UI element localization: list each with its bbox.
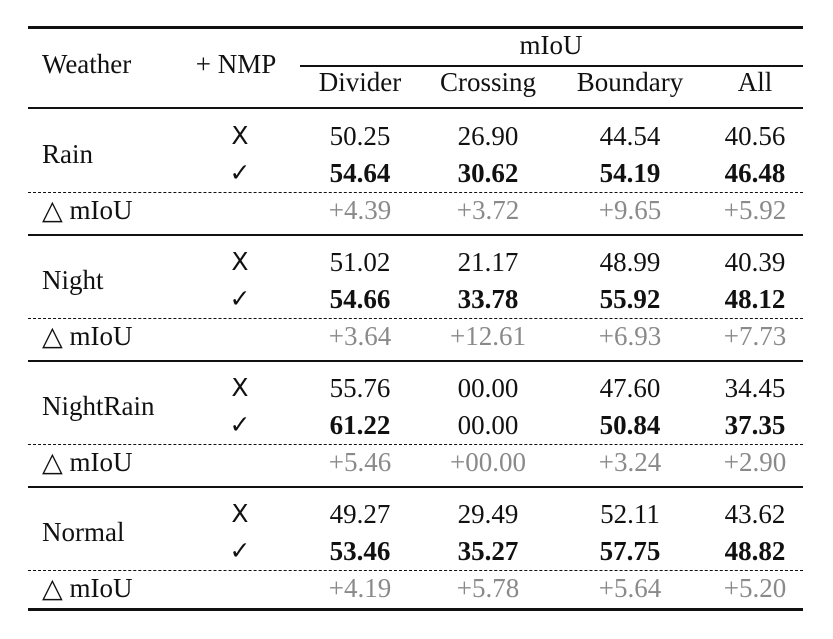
- condition-label: Night: [42, 265, 104, 295]
- delta-cell: +5.64: [598, 573, 662, 603]
- header-boundary: Boundary: [576, 67, 684, 97]
- delta-cell: +00.00: [450, 447, 526, 477]
- table-cell: 48.82: [724, 536, 786, 566]
- delta-cell: +3.72: [456, 195, 520, 225]
- table-cell: 49.27: [329, 499, 391, 529]
- table-cell: 00.00: [457, 373, 519, 403]
- miou-group-rule: [300, 65, 803, 67]
- top-rule: [28, 26, 803, 29]
- table-cell: 37.35: [724, 410, 786, 440]
- delta-cell: +4.19: [328, 573, 392, 603]
- table-cell: 48.12: [724, 284, 786, 314]
- table-cell: 55.76: [329, 373, 391, 403]
- table-cell: 00.00: [457, 410, 519, 440]
- dashed-separator: [28, 444, 803, 445]
- delta-cell: +6.93: [598, 321, 662, 351]
- delta-label: △ mIoU: [42, 195, 133, 225]
- cross-mark-icon: X: [231, 373, 249, 402]
- check-mark-icon: ✓: [229, 158, 251, 187]
- table-cell: 47.60: [599, 373, 661, 403]
- table-cell: 57.75: [599, 536, 661, 566]
- delta-cell: +5.78: [456, 573, 520, 603]
- table-cell: 33.78: [457, 284, 519, 314]
- table-cell: 29.49: [457, 499, 519, 529]
- header-rule: [28, 107, 803, 109]
- table-cell: 54.66: [329, 284, 391, 314]
- header-crossing: Crossing: [439, 67, 537, 97]
- table-cell: 34.45: [724, 373, 786, 403]
- table-cell: 35.27: [457, 536, 519, 566]
- condition-label: Rain: [42, 139, 93, 169]
- table-cell: 40.39: [724, 247, 786, 277]
- check-mark-icon: ✓: [229, 536, 251, 565]
- delta-cell: +7.73: [723, 321, 787, 351]
- delta-label: △ mIoU: [42, 573, 133, 603]
- header-divider: Divider: [318, 67, 402, 97]
- header-weather: Weather: [42, 49, 132, 79]
- table-cell: 26.90: [457, 121, 519, 151]
- cross-mark-icon: X: [231, 121, 249, 150]
- delta-cell: +9.65: [598, 195, 662, 225]
- table-cell: 43.62: [724, 499, 786, 529]
- table-cell: 52.11: [600, 499, 660, 529]
- table-cell: 50.25: [329, 121, 391, 151]
- condition-label: NightRain: [42, 391, 155, 421]
- table-cell: 53.46: [329, 536, 391, 566]
- dashed-separator: [28, 570, 803, 571]
- delta-label: △ mIoU: [42, 447, 133, 477]
- results-table: Weather + NMP mIoU Divider Crossing Boun…: [28, 26, 803, 611]
- check-mark-icon: ✓: [229, 284, 251, 313]
- dashed-separator: [28, 192, 803, 193]
- cross-mark-icon: X: [231, 247, 249, 276]
- delta-cell: +3.24: [598, 447, 662, 477]
- table-cell: 51.02: [329, 247, 391, 277]
- delta-cell: +5.20: [723, 573, 787, 603]
- table-cell: 50.84: [599, 410, 661, 440]
- check-mark-icon: ✓: [229, 410, 251, 439]
- table-cell: 48.99: [599, 247, 661, 277]
- block-rule: [28, 486, 803, 488]
- dashed-separator: [28, 318, 803, 319]
- bottom-rule: [28, 608, 803, 611]
- header-miou-group: mIoU: [519, 30, 583, 60]
- delta-cell: +5.46: [328, 447, 392, 477]
- cross-mark-icon: X: [231, 499, 249, 528]
- table-cell: 30.62: [457, 158, 519, 188]
- delta-cell: +2.90: [723, 447, 787, 477]
- header-all: All: [737, 67, 773, 97]
- delta-cell: +12.61: [450, 321, 526, 351]
- table-cell: 54.19: [599, 158, 661, 188]
- condition-label: Normal: [42, 517, 125, 547]
- table-cell: 61.22: [329, 410, 391, 440]
- delta-cell: +5.92: [723, 195, 787, 225]
- table-cell: 44.54: [599, 121, 661, 151]
- table-cell: 40.56: [724, 121, 786, 151]
- header-nmp: + NMP: [195, 49, 277, 79]
- table-cell: 54.64: [329, 158, 391, 188]
- table-cell: 21.17: [457, 247, 519, 277]
- table-cell: 46.48: [724, 158, 786, 188]
- delta-cell: +3.64: [328, 321, 392, 351]
- block-rule: [28, 360, 803, 362]
- block-rule: [28, 234, 803, 236]
- table-cell: 55.92: [599, 284, 661, 314]
- delta-cell: +4.39: [328, 195, 392, 225]
- delta-label: △ mIoU: [42, 321, 133, 351]
